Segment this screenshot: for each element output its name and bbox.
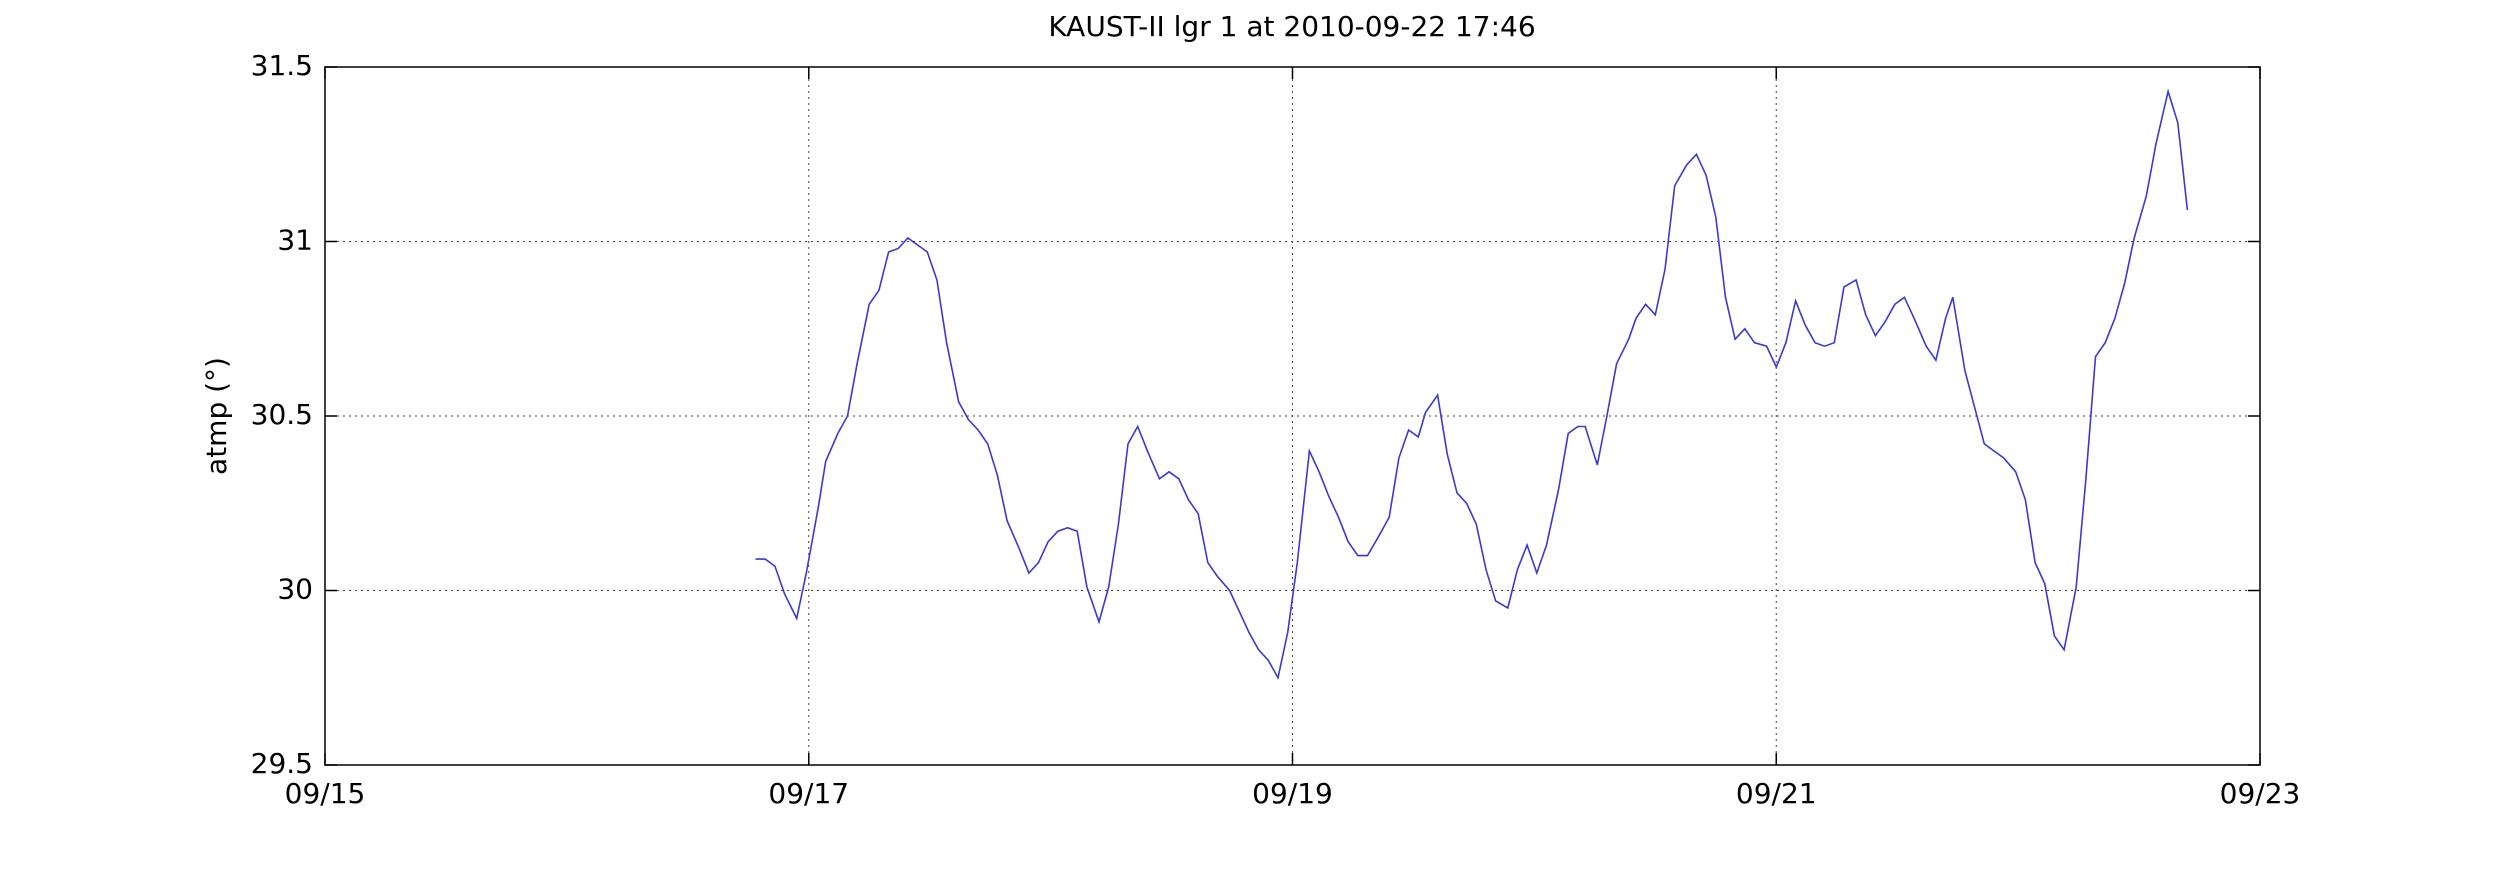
x-tick-label: 09/21	[1736, 777, 1817, 810]
x-tick-label: 09/19	[1252, 777, 1333, 810]
x-tick-label: 09/17	[768, 777, 849, 810]
y-axis-label: atmp (°)	[200, 357, 233, 475]
y-tick-label: 31	[277, 224, 313, 257]
plot-frame	[324, 66, 2261, 766]
y-tick-label: 31.5	[251, 49, 313, 82]
data-line	[755, 88, 2189, 681]
y-tick-label: 30.5	[251, 398, 313, 431]
x-tick-label: 09/15	[285, 777, 366, 810]
chart-title: KAUST-II lgr 1 at 2010-09-22 17:46	[1048, 10, 1535, 43]
y-tick-label: 30	[277, 573, 313, 606]
x-tick-label: 09/23	[2220, 777, 2301, 810]
y-tick-label: 29.5	[251, 747, 313, 780]
